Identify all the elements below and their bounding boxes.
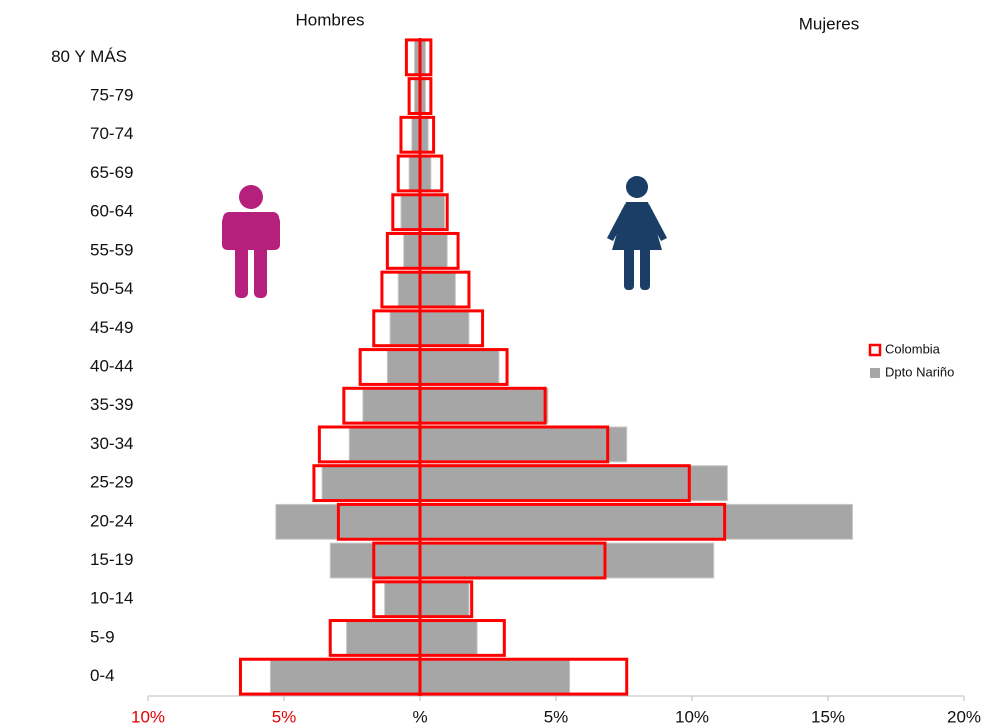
category-label: 10-14 xyxy=(90,589,133,608)
category-label: 65-69 xyxy=(90,163,133,182)
x-tick-label: 10% xyxy=(131,707,165,726)
bar xyxy=(403,232,421,269)
bar xyxy=(386,349,421,385)
x-tick-label: 15% xyxy=(811,707,845,726)
category-label: 20-24 xyxy=(90,511,133,530)
category-label: 80 Y MÁS xyxy=(51,47,127,66)
bar xyxy=(400,194,421,231)
category-label: 0-4 xyxy=(90,666,115,685)
bar xyxy=(419,310,470,347)
category-label: 25-29 xyxy=(90,473,133,492)
woman-icon xyxy=(607,176,667,290)
bar xyxy=(389,310,421,347)
bar xyxy=(362,387,421,424)
category-label: 70-74 xyxy=(90,124,133,143)
bar xyxy=(419,194,445,231)
bar xyxy=(397,271,421,308)
bar xyxy=(419,581,470,618)
bar xyxy=(419,620,478,656)
bar xyxy=(419,465,728,502)
bar xyxy=(346,620,421,656)
legend-label: Colombia xyxy=(885,341,941,356)
left-label: Hombres xyxy=(296,10,365,29)
bar xyxy=(419,155,432,192)
x-tick-label: 5% xyxy=(272,707,297,726)
legend-swatch xyxy=(870,368,880,378)
category-label: 40-44 xyxy=(90,356,133,375)
bar xyxy=(419,503,853,540)
category-label: 45-49 xyxy=(90,318,133,337)
bar xyxy=(275,503,421,540)
category-label: 50-54 xyxy=(90,279,133,298)
bar xyxy=(269,658,421,695)
x-tick-label: 20% xyxy=(947,707,981,726)
bar xyxy=(419,349,500,385)
legend-label: Dpto Nariño xyxy=(885,364,954,379)
category-label: 55-59 xyxy=(90,240,133,259)
bar xyxy=(419,542,715,579)
bar xyxy=(384,581,421,618)
bar xyxy=(419,426,628,463)
man-icon xyxy=(222,185,280,298)
x-tick-label: 10% xyxy=(675,707,709,726)
bar xyxy=(419,271,456,308)
x-tick-label: 5% xyxy=(544,707,569,726)
category-label: 5-9 xyxy=(90,627,115,646)
category-label: 35-39 xyxy=(90,395,133,414)
category-label: 60-64 xyxy=(90,202,133,221)
bar xyxy=(419,387,549,424)
bar xyxy=(419,658,571,695)
category-label: 30-34 xyxy=(90,434,133,453)
bar xyxy=(321,465,421,502)
category-label: 75-79 xyxy=(90,86,133,105)
category-label: 15-19 xyxy=(90,550,133,569)
x-tick-label: % xyxy=(412,707,427,726)
legend-swatch xyxy=(868,343,882,357)
bar xyxy=(408,155,421,192)
bar xyxy=(419,232,448,269)
bar xyxy=(348,426,421,463)
right-label: Mujeres xyxy=(799,14,859,33)
